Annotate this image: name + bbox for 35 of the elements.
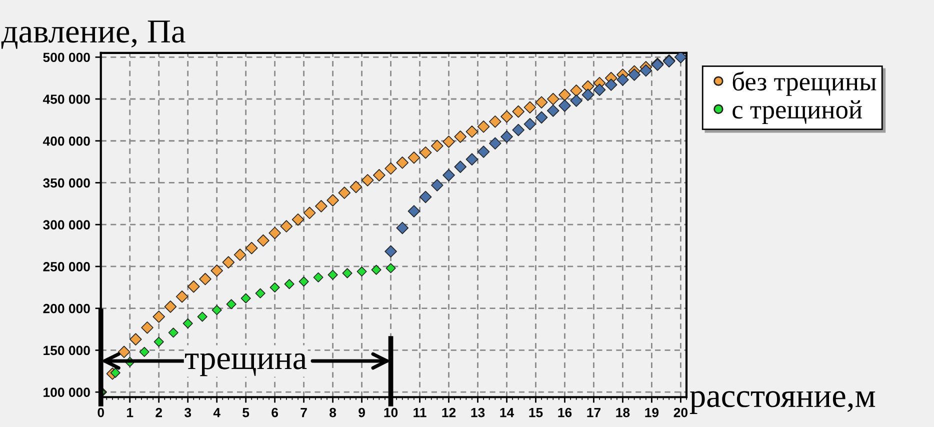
x-tick-label: 2 xyxy=(156,408,162,418)
x-tick-label: 10 xyxy=(384,408,398,418)
x-tick-label: 20 xyxy=(674,408,688,418)
x-tick-label: 14 xyxy=(500,408,514,418)
x-tick-label: 11 xyxy=(414,408,426,418)
legend-label: с трещиной xyxy=(732,100,862,124)
x-tick-label: 9 xyxy=(358,408,365,418)
y-tick-label: 200 000 xyxy=(43,304,90,314)
y-tick-label: 500 000 xyxy=(43,52,90,62)
x-tick-label: 5 xyxy=(242,408,250,418)
y-tick-label: 150 000 xyxy=(44,346,90,356)
x-tick-label: 15 xyxy=(529,408,543,418)
x-tick-label: 6 xyxy=(272,408,278,418)
x-tick-label: 4 xyxy=(213,408,220,418)
x-tick-label: 16 xyxy=(558,408,572,418)
y-tick-label: 250 000 xyxy=(43,262,90,272)
x-tick-label: 13 xyxy=(471,408,485,418)
x-tick-label: 19 xyxy=(645,408,659,418)
x-tick-label: 8 xyxy=(330,408,336,418)
x-tick-label: 12 xyxy=(442,408,456,418)
y-tick-label: 400 000 xyxy=(42,136,90,146)
y-tick-label: 350 000 xyxy=(43,178,90,188)
y-tick-label: 300 000 xyxy=(43,220,90,230)
x-tick-label: 1 xyxy=(127,408,134,418)
y-axis-title: давление, Па xyxy=(1,20,186,49)
x-tick-label: 18 xyxy=(616,408,630,418)
x-tick-label: 17 xyxy=(587,408,600,418)
legend-label: без трещины xyxy=(732,71,876,96)
y-tick-label: 450 000 xyxy=(42,94,90,104)
x-tick-label: 3 xyxy=(184,408,192,418)
y-tick-label: 100 000 xyxy=(44,388,90,397)
annotation: трещина xyxy=(185,353,307,376)
x-tick-label: 0 xyxy=(98,408,104,418)
x-tick-label: 7 xyxy=(300,408,307,418)
x-axis-title: расстояние,м xyxy=(690,391,876,414)
